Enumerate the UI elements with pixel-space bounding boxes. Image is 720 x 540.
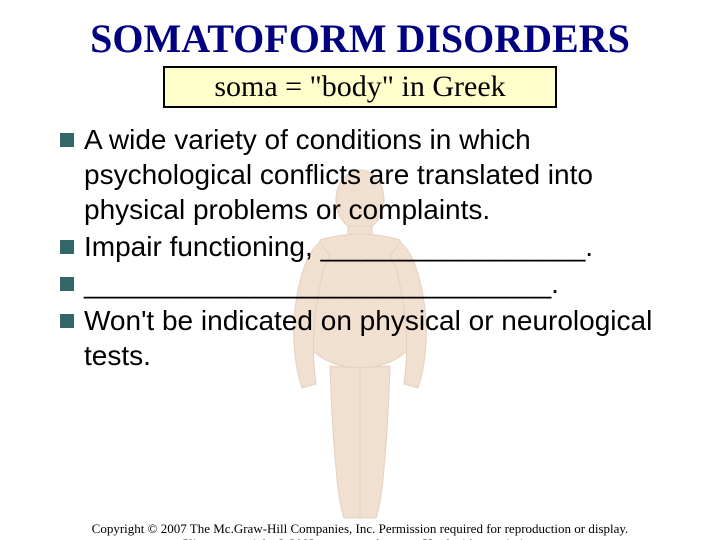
list-item: Impair functioning, _________________. <box>60 229 670 264</box>
list-item: Won't be indicated on physical or neurol… <box>60 303 670 373</box>
bullet-square-icon <box>60 133 74 147</box>
copyright-line: Clip art copyright © 2002 www.arttoday.c… <box>180 536 539 540</box>
bullet-square-icon <box>60 240 74 254</box>
bullet-text: ______________________________. <box>84 266 559 301</box>
bullet-square-icon <box>60 314 74 328</box>
list-item: ______________________________. <box>60 266 670 301</box>
list-item: A wide variety of conditions in which ps… <box>60 122 670 227</box>
slide: SOMATOFORM DISORDERS soma = "body" in Gr… <box>0 18 720 540</box>
copyright-line: Copyright © 2007 The Mc.Graw-Hill Compan… <box>92 521 629 536</box>
bullet-text: Won't be indicated on physical or neurol… <box>84 303 670 373</box>
bullet-text: Impair functioning, _________________. <box>84 229 593 264</box>
bullet-text: A wide variety of conditions in which ps… <box>84 122 670 227</box>
subtitle-box: soma = "body" in Greek <box>163 66 557 108</box>
bullet-square-icon <box>60 277 74 291</box>
bullet-list: A wide variety of conditions in which ps… <box>60 122 670 373</box>
slide-title: SOMATOFORM DISORDERS <box>30 18 690 60</box>
copyright-notice: Copyright © 2007 The Mc.Graw-Hill Compan… <box>0 522 720 540</box>
